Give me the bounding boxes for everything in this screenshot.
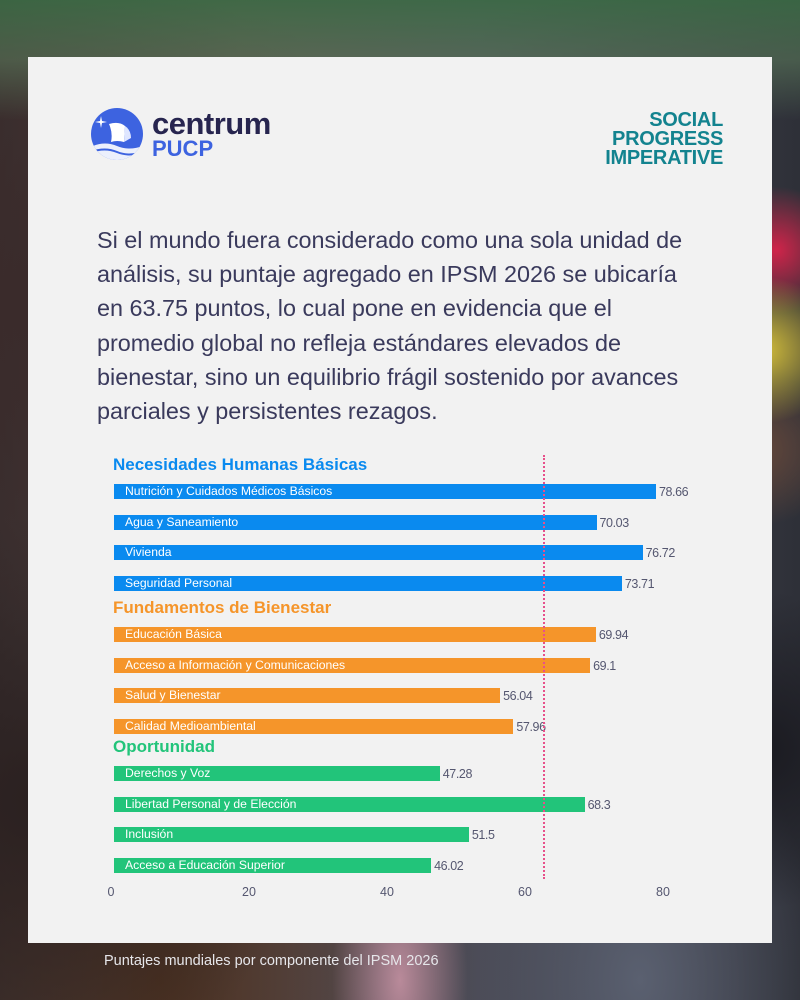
bar <box>114 514 597 530</box>
bar-category-label: Seguridad Personal <box>125 575 233 590</box>
bar <box>114 657 591 673</box>
x-axis-tick-label: 40 <box>380 885 394 899</box>
x-axis-tick-label: 80 <box>656 885 670 899</box>
bar-value-label: 76.72 <box>645 546 676 560</box>
group-title: Oportunidad <box>113 737 215 756</box>
bar <box>114 575 622 591</box>
bar <box>114 857 432 873</box>
bar-category-label: Derechos y Voz <box>125 766 211 780</box>
bar <box>114 688 501 703</box>
chart-caption: Puntajes mundiales por componente del IP… <box>104 953 439 969</box>
bar <box>114 484 656 499</box>
bar <box>114 627 596 642</box>
bar-value-label: 69.94 <box>598 628 629 642</box>
bar-value-label: 78.66 <box>658 485 689 499</box>
bar <box>114 827 469 842</box>
bar <box>114 718 514 734</box>
bar-category-label: Educación Básica <box>125 627 222 641</box>
bar-value-label: 69.1 <box>593 658 616 673</box>
x-axis-tick-label: 60 <box>518 885 532 899</box>
bar-value-label: 70.03 <box>599 515 630 530</box>
centrum-wordmark: centrum <box>152 106 271 141</box>
bar-value-label: 73.71 <box>624 576 655 591</box>
spi-line: PROGRESS <box>612 128 723 150</box>
bar-category-label: Calidad Medioambiental <box>125 718 256 733</box>
bar-category-label: Acceso a Información y Comunicaciones <box>125 657 346 672</box>
spi-line: SOCIAL <box>649 109 723 131</box>
bar <box>114 796 585 812</box>
reference-line <box>542 455 545 879</box>
bar-value-label: 57.96 <box>516 719 546 734</box>
ship-icon <box>91 108 143 160</box>
bar-category-label: Nutrición y Cuidados Médicos Básicos <box>125 484 333 498</box>
bar-value-label: 46.02 <box>434 858 464 873</box>
bar-value-label: 51.5 <box>471 828 495 842</box>
spi-line: IMPERATIVE <box>605 147 723 169</box>
bar-category-label: Vivienda <box>125 545 172 559</box>
bar-value-label: 68.3 <box>587 797 611 812</box>
group-title: Fundamentos de Bienestar <box>113 598 332 617</box>
bar-value-label: 47.28 <box>442 767 473 781</box>
centrum-pucp-logo: centrum PUCP <box>91 108 271 160</box>
bar-category-label: Salud y Bienestar <box>125 688 221 702</box>
group-title: Necesidades Humanas Básicas <box>113 455 368 474</box>
bar-value-label: 56.04 <box>503 689 533 703</box>
x-axis-tick-label: 20 <box>242 885 256 899</box>
bar-category-label: Inclusión <box>125 827 174 841</box>
intro-paragraph: Si el mundo fuera considerado como una s… <box>97 227 683 425</box>
content-card <box>28 57 772 943</box>
x-axis-tick-label: 0 <box>107 885 115 899</box>
bar <box>114 545 643 560</box>
bar <box>114 766 440 781</box>
social-progress-imperative-logo: SOCIAL PROGRESS IMPERATIVE <box>605 109 723 169</box>
pucp-wordmark: PUCP <box>152 136 214 161</box>
bar-category-label: Acceso a Educación Superior <box>125 857 285 872</box>
bar-category-label: Libertad Personal y de Elección <box>125 796 297 811</box>
bar-category-label: Agua y Saneamiento <box>125 514 239 529</box>
